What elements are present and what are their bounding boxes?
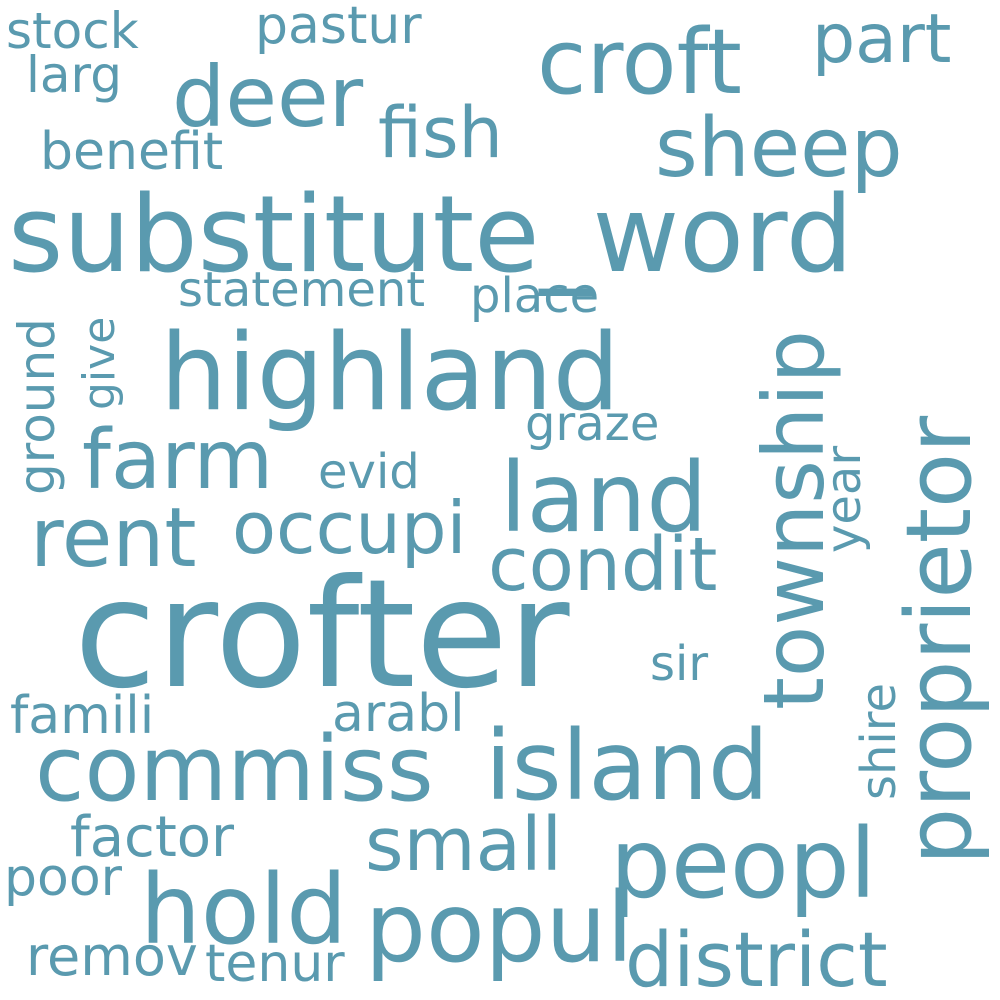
word-famili: famili <box>10 686 155 746</box>
word-occupi: occupi <box>232 486 467 570</box>
word-hold: hold <box>140 854 348 966</box>
word-tenur: tenur <box>205 934 345 994</box>
word-factor: factor <box>70 805 235 870</box>
word-remov: remov <box>26 925 198 988</box>
word-benefit: benefit <box>40 122 224 182</box>
word-sir: sir <box>650 636 709 692</box>
word-poor: poor <box>4 848 123 908</box>
word-popul: popul <box>365 872 634 984</box>
word-sheep: sheep <box>655 101 903 196</box>
word-rent: rent <box>30 491 197 586</box>
word-graze: graze <box>525 396 660 452</box>
word-stock: stock <box>6 2 139 60</box>
word-place: place <box>470 268 600 324</box>
word-peopl: peopl <box>610 808 877 920</box>
word-year: year <box>816 445 872 553</box>
word-crofter: crofter <box>74 548 570 722</box>
word-farm: farm <box>82 413 274 508</box>
word-deer: deer <box>172 48 364 146</box>
word-condit: condit <box>488 522 718 608</box>
word-part: part <box>812 0 952 79</box>
word-arabl: arabl <box>332 684 465 744</box>
word-give: give <box>74 316 125 410</box>
word-statement: statement <box>178 262 426 318</box>
word-larg: larg <box>26 46 122 104</box>
word-district: district <box>625 915 888 1000</box>
word-proprietor: proprietor <box>887 415 992 865</box>
word-ground: ground <box>8 318 66 495</box>
word-substitute_word: substitute_word <box>8 173 853 296</box>
word-commiss: commiss <box>35 717 434 822</box>
word-fish: fish <box>378 92 503 174</box>
word-pastur: pastur <box>255 0 422 56</box>
word-small: small <box>365 802 563 888</box>
word-highland: highland <box>160 311 620 434</box>
word-croft: croft <box>537 10 742 115</box>
word-island: island <box>485 710 769 822</box>
word-evid: evid <box>318 444 420 500</box>
word-land: land <box>500 442 708 554</box>
word-shire: shire <box>851 683 907 800</box>
